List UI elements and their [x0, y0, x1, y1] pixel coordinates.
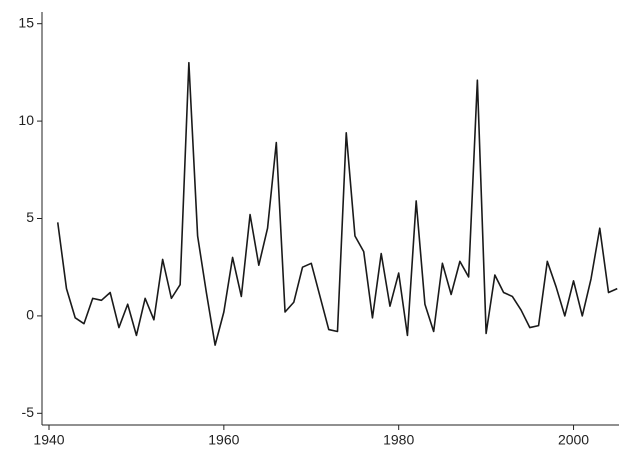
x-tick-label: 1940: [33, 432, 64, 448]
x-tick-label: 1980: [383, 432, 414, 448]
y-tick-label: -5: [22, 404, 35, 420]
x-tick-label: 1960: [208, 432, 239, 448]
y-tick-label: 15: [18, 14, 34, 30]
y-tick-label: 0: [26, 307, 34, 323]
y-tick-label: 5: [26, 209, 34, 225]
y-tick-label: 10: [18, 112, 34, 128]
data-line: [56, 61, 618, 346]
x-tick-label: 2000: [558, 432, 589, 448]
